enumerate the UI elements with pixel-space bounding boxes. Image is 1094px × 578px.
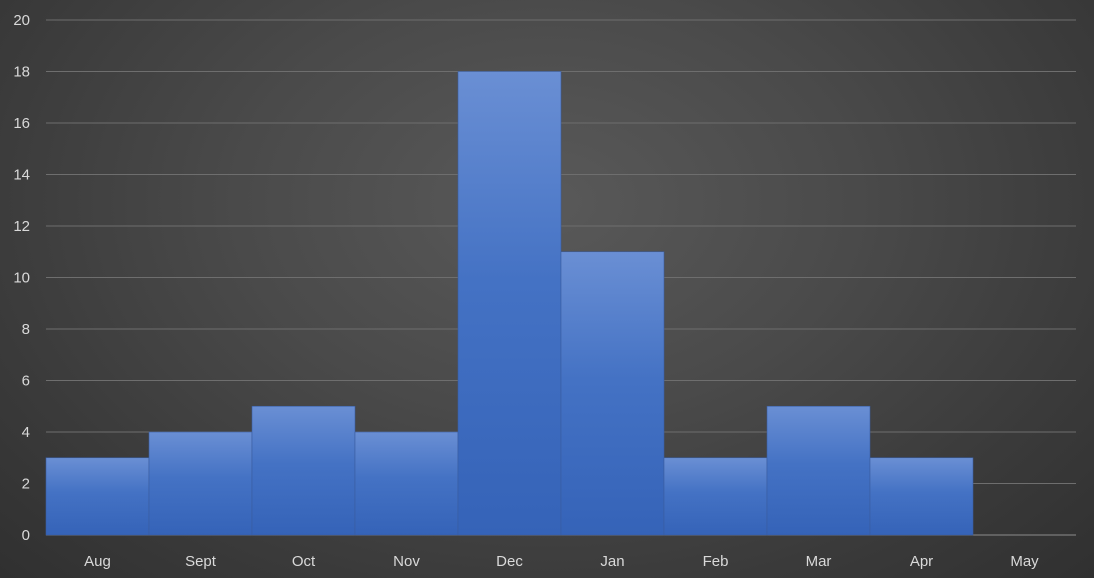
y-tick-label: 10 <box>13 270 30 287</box>
bar <box>560 251 665 536</box>
x-tick-label: Feb <box>703 553 729 570</box>
y-tick-label: 4 <box>22 424 30 441</box>
bar <box>663 457 768 536</box>
bar <box>45 457 150 536</box>
x-tick-label: Sept <box>185 553 217 570</box>
x-tick-label: Mar <box>806 553 832 570</box>
y-tick-label: 16 <box>13 115 30 132</box>
bar <box>766 405 871 536</box>
x-tick-label: Apr <box>910 553 933 570</box>
y-tick-label: 8 <box>22 321 30 338</box>
y-tick-label: 14 <box>13 167 30 184</box>
bar <box>251 405 356 536</box>
y-tick-label: 6 <box>22 373 30 390</box>
x-tick-label: Nov <box>393 553 420 570</box>
x-tick-label: Dec <box>496 553 523 570</box>
bars <box>45 71 974 536</box>
bar <box>869 457 974 536</box>
x-tick-label: Oct <box>292 553 316 570</box>
x-tick-label: Aug <box>84 553 111 570</box>
reference-lines <box>94 158 1028 451</box>
y-tick-label: 12 <box>13 218 30 235</box>
y-tick-label: 18 <box>13 64 30 81</box>
y-axis: 0 2 4 6 8 10 12 14 16 18 20 <box>13 12 30 544</box>
y-tick-label: 0 <box>22 527 30 544</box>
y-tick-label: 2 <box>22 476 30 493</box>
x-tick-label: Jan <box>600 553 624 570</box>
bar <box>457 71 562 536</box>
x-tick-label: May <box>1010 553 1039 570</box>
x-axis: Aug Sept Oct Nov Dec Jan Feb Mar Apr May <box>84 553 1039 570</box>
y-tick-label: 20 <box>13 12 30 29</box>
